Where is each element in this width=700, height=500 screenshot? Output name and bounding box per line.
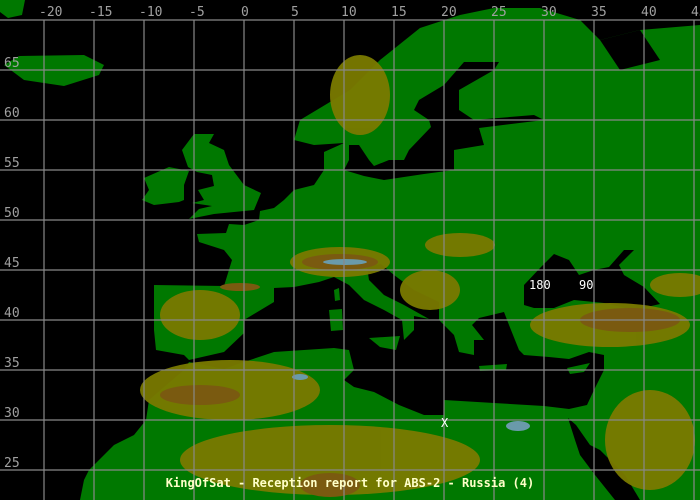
graticule xyxy=(0,19,700,500)
longitude-label: 15 xyxy=(391,5,407,20)
island-cyprus xyxy=(567,363,590,374)
latitude-label: 65 xyxy=(4,56,20,71)
terrain-arabia xyxy=(605,390,695,490)
island-corsica xyxy=(334,288,340,301)
latitude-label: 25 xyxy=(4,456,20,471)
lake-qattara xyxy=(506,421,530,431)
latitude-label: 50 xyxy=(4,206,20,221)
longitude-label: -15 xyxy=(89,5,113,20)
sea-white xyxy=(600,30,660,70)
terrain-pyrenees xyxy=(220,283,260,291)
report-title: KingOfSat - Reception report for ABS-2 -… xyxy=(165,476,535,490)
longitude-label: 30 xyxy=(541,5,557,20)
terrain-balkans xyxy=(400,270,460,310)
island-crete xyxy=(479,364,507,371)
signal-marker: 90 xyxy=(579,278,594,292)
terrain-caucasus xyxy=(650,273,700,297)
longitude-label: 45 xyxy=(691,5,700,20)
landmass-ireland xyxy=(142,167,189,205)
terrain-high-atlas xyxy=(160,385,240,405)
terrain-sahara xyxy=(180,425,480,495)
longitude-label: 40 xyxy=(641,5,657,20)
landmass-great-britain xyxy=(182,134,261,219)
lake-chott xyxy=(292,374,308,380)
longitude-label: 0 xyxy=(241,5,249,20)
terrain-ahaggar xyxy=(300,473,360,497)
latitude-label: 40 xyxy=(4,306,20,321)
signal-marker: X xyxy=(441,416,449,430)
terrain-alps-peaks xyxy=(323,259,367,265)
latitude-label: 35 xyxy=(4,356,20,371)
longitude-label: 25 xyxy=(491,5,507,20)
island-sicily xyxy=(369,336,400,350)
landmass-greenland xyxy=(0,0,25,18)
terrain-iberia xyxy=(160,290,240,340)
terrain-carpathians xyxy=(425,233,495,257)
latitude-label: 45 xyxy=(4,256,20,271)
sea-black xyxy=(524,250,660,310)
latitude-label: 60 xyxy=(4,106,20,121)
terrain-scandes xyxy=(330,55,390,135)
longitude-label: 35 xyxy=(591,5,607,20)
signal-marker: 180 xyxy=(529,278,551,292)
longitude-label: -5 xyxy=(189,5,205,20)
sea-red xyxy=(568,418,640,500)
longitude-label: 20 xyxy=(441,5,457,20)
longitude-label: 10 xyxy=(341,5,357,20)
latitude-label: 30 xyxy=(4,406,20,421)
longitude-label: -10 xyxy=(139,5,163,20)
longitude-label: -20 xyxy=(39,5,63,20)
longitude-label: 5 xyxy=(291,5,299,20)
latitude-label: 55 xyxy=(4,156,20,171)
